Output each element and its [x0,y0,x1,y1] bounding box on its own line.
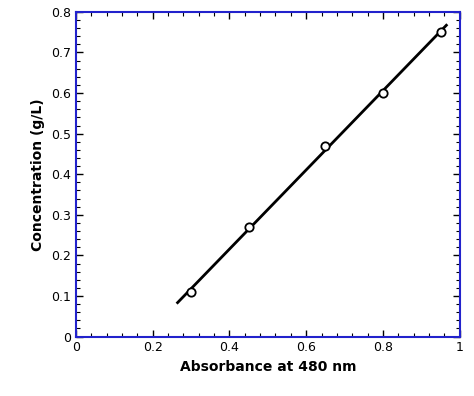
Y-axis label: Concentration (g/L): Concentration (g/L) [31,98,46,251]
X-axis label: Absorbance at 480 nm: Absorbance at 480 nm [180,360,356,374]
